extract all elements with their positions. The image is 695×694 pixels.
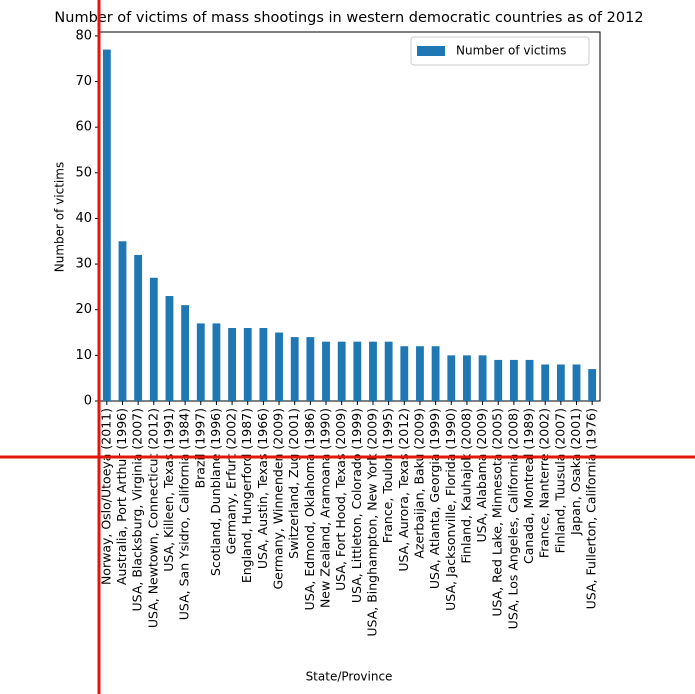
bar: [228, 327, 236, 401]
legend: Number of victims: [410, 36, 590, 66]
bar: [290, 337, 299, 401]
x-tick-label: Brazil (1997): [192, 408, 207, 488]
bar: [322, 341, 330, 401]
x-tick-label: USA, Newtown, Connecticut (2012): [145, 408, 160, 628]
x-tick-label: Azerbaijan, Baku (2009): [411, 408, 426, 559]
x-tick-label: USA, Alabama (2009): [474, 408, 489, 542]
x-axis-label: State/Province: [306, 670, 393, 684]
x-tick-label: USA, Binghampton, New York (2009): [364, 408, 379, 637]
bar: [259, 327, 268, 401]
axes-frame: [98, 31, 601, 402]
legend-swatch: [417, 46, 445, 56]
x-tick-label: USA, Blacksburg, Virginia (2007): [130, 408, 145, 611]
bar: [165, 296, 174, 401]
bar: [384, 341, 393, 401]
bar: [572, 364, 581, 401]
bar: [463, 355, 471, 401]
bar: [275, 332, 283, 401]
x-tick-label: England, Hungerford (1987): [239, 408, 254, 583]
x-tick-label: Scotland, Dunblane (1996): [208, 408, 223, 576]
x-tick-label: France, Toulon (1995): [380, 408, 395, 543]
bar: [400, 346, 409, 401]
bar: [149, 277, 158, 401]
y-tick-label: 70: [75, 74, 92, 89]
bar: [102, 49, 111, 401]
x-tick-label: USA, Fullerton, California (1976): [584, 408, 599, 609]
bar: [181, 305, 190, 401]
bar: [212, 323, 221, 401]
x-tick-label: Norway, Oslo/Utoeya (2011): [98, 408, 113, 585]
y-tick-label: 10: [75, 348, 92, 363]
x-tick-label: Finland, Kauhajok (2008): [458, 408, 473, 564]
x-tick-label: USA, Red Lake, Minnesota (2005): [490, 408, 505, 617]
bar: [588, 369, 597, 401]
chart-title: Number of victims of mass shootings in w…: [54, 10, 643, 26]
x-tick-label: Finland, Tuusula (2007): [552, 408, 567, 553]
x-tick-label: USA, Los Angeles, California (2008): [505, 408, 520, 629]
y-tick-label: 20: [75, 302, 92, 317]
x-tick-label: USA, Jacksonville, Florida (1990): [443, 408, 458, 611]
bar: [509, 359, 518, 401]
x-tick-label: Germany, Winnenden (2009): [271, 408, 286, 590]
x-tick-label: Japan, Osaka (2001): [568, 408, 583, 536]
bar: [525, 359, 534, 401]
x-tick-label: USA, San Ysidro, California (1984): [177, 408, 192, 620]
y-tick-label: 60: [75, 120, 92, 135]
x-tick-label: USA, Littleton, Colorado (1999): [349, 408, 364, 603]
x-tick-label: Switzerland, Zug (2001): [286, 408, 301, 559]
bar: [337, 341, 346, 401]
x-tick-label: New Zealand, Aramoana (1990): [318, 408, 333, 608]
y-tick-label: 50: [75, 165, 92, 180]
x-tick-label: USA, Edmond, Oklahoma (1986): [302, 408, 317, 610]
x-tick-label: USA, Aurora, Texas (2012): [396, 408, 411, 572]
x-tick-label: USA, Fort Hood, Texas (2009): [333, 408, 348, 591]
y-tick-label: 40: [75, 211, 92, 226]
bar: [306, 337, 315, 401]
bar: [134, 254, 143, 401]
bar: [478, 355, 487, 401]
x-tick-label: France, Nanterre (2002): [537, 408, 552, 558]
x-tick-label: USA, Atlanta, Georgia (1999): [427, 408, 442, 589]
bar: [243, 327, 252, 401]
legend-label: Number of victims: [456, 44, 566, 58]
bar: [353, 341, 362, 401]
x-tick-label: USA, Austin, Texas (1966): [255, 408, 270, 569]
bar: [556, 364, 565, 401]
y-tick-label: 0: [84, 394, 92, 409]
bar: [494, 359, 503, 401]
bar: [369, 341, 377, 401]
bar: [541, 364, 550, 401]
x-tick-label: USA, Killeen, Texas (1991): [161, 408, 176, 572]
bar: [431, 346, 440, 401]
x-tick-label: Australia, Port Arthur (1996): [114, 408, 129, 585]
bar: [416, 346, 424, 401]
x-tick-label: Germany, Erfurt (2002): [224, 408, 239, 554]
y-tick-label: 30: [75, 257, 92, 272]
bar: [118, 241, 127, 401]
bar: [447, 355, 456, 401]
bar: [196, 323, 205, 401]
y-axis-label: Number of victims: [53, 162, 67, 272]
legend-box: [410, 36, 590, 66]
x-tick-label: Canada, Montreal (1989): [521, 408, 536, 564]
y-tick-label: 80: [75, 28, 92, 43]
